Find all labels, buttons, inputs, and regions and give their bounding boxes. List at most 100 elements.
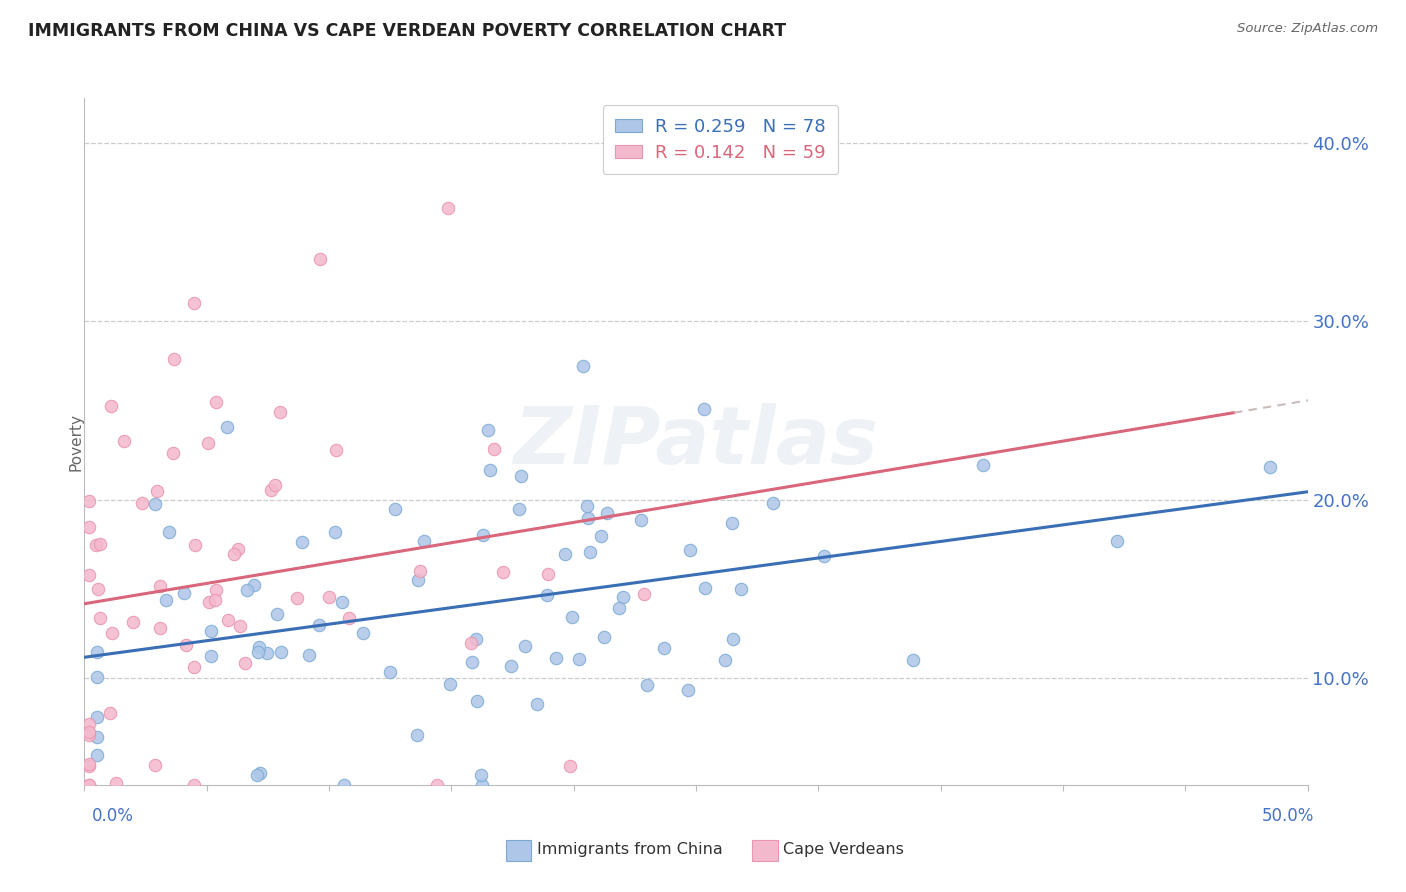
Point bbox=[247, 645, 270, 659]
Point bbox=[184, 538, 207, 552]
Point bbox=[406, 573, 429, 587]
Point bbox=[174, 638, 197, 652]
Point bbox=[337, 611, 360, 625]
Point bbox=[205, 395, 228, 409]
Point bbox=[217, 614, 239, 628]
Point bbox=[607, 600, 630, 615]
Point bbox=[236, 582, 259, 597]
Point bbox=[86, 709, 108, 723]
Point bbox=[325, 443, 347, 458]
Point bbox=[425, 778, 447, 792]
Point bbox=[901, 653, 924, 667]
Point bbox=[149, 579, 172, 593]
Point bbox=[536, 588, 558, 602]
Point bbox=[439, 676, 461, 690]
Point bbox=[100, 399, 122, 413]
Text: ZIPatlas: ZIPatlas bbox=[513, 402, 879, 481]
Point bbox=[86, 730, 108, 744]
Point bbox=[576, 499, 599, 513]
Point bbox=[471, 778, 494, 792]
Point bbox=[77, 567, 100, 582]
Legend: R = 0.259   N = 78, R = 0.142   N = 59: R = 0.259 N = 78, R = 0.142 N = 59 bbox=[603, 105, 838, 175]
Point bbox=[479, 463, 502, 477]
Point bbox=[269, 405, 291, 419]
Point bbox=[149, 621, 172, 635]
Point bbox=[501, 658, 523, 673]
Point bbox=[572, 359, 595, 373]
Point bbox=[492, 565, 515, 579]
Point bbox=[77, 520, 100, 534]
Point bbox=[197, 595, 219, 609]
Point bbox=[89, 537, 111, 551]
Point bbox=[333, 778, 356, 792]
Point bbox=[243, 578, 266, 592]
Point bbox=[464, 632, 486, 647]
Point bbox=[285, 591, 308, 605]
Point bbox=[229, 619, 252, 633]
Point bbox=[226, 541, 249, 556]
Point bbox=[84, 538, 107, 552]
Point bbox=[89, 611, 111, 625]
Point bbox=[720, 516, 742, 531]
Point bbox=[558, 759, 581, 773]
Text: Cape Verdeans: Cape Verdeans bbox=[783, 842, 904, 856]
Point bbox=[77, 759, 100, 773]
Point bbox=[630, 513, 652, 527]
Point bbox=[98, 706, 121, 720]
Point bbox=[86, 747, 108, 762]
Point bbox=[554, 547, 576, 561]
Text: Immigrants from China: Immigrants from China bbox=[537, 842, 723, 856]
Point bbox=[205, 583, 228, 598]
Point bbox=[589, 529, 612, 543]
Point bbox=[461, 655, 484, 669]
Point bbox=[612, 590, 634, 604]
Point bbox=[762, 496, 785, 510]
Point bbox=[77, 724, 100, 739]
Point bbox=[155, 592, 177, 607]
Point bbox=[679, 542, 702, 557]
Point bbox=[247, 640, 270, 655]
Point bbox=[197, 435, 219, 450]
Point bbox=[470, 768, 492, 782]
Point bbox=[325, 525, 347, 540]
Point bbox=[77, 756, 100, 771]
Point bbox=[77, 728, 100, 742]
Point bbox=[460, 636, 482, 650]
Text: IMMIGRANTS FROM CHINA VS CAPE VERDEAN POVERTY CORRELATION CHART: IMMIGRANTS FROM CHINA VS CAPE VERDEAN PO… bbox=[28, 22, 786, 40]
Point bbox=[513, 639, 536, 653]
Point bbox=[266, 607, 288, 621]
Point bbox=[813, 549, 835, 564]
Point bbox=[1105, 533, 1128, 548]
Point bbox=[546, 650, 568, 665]
Point bbox=[568, 651, 591, 665]
Point bbox=[77, 493, 100, 508]
Point bbox=[222, 548, 245, 562]
Point bbox=[233, 657, 256, 671]
Point bbox=[183, 660, 205, 674]
Point bbox=[472, 528, 495, 542]
Point bbox=[259, 483, 281, 498]
Point bbox=[477, 423, 499, 437]
Point bbox=[676, 683, 699, 698]
Point bbox=[200, 624, 222, 638]
Point bbox=[633, 587, 655, 601]
Point bbox=[77, 778, 100, 792]
Point bbox=[264, 477, 287, 491]
Point bbox=[131, 496, 153, 510]
Point bbox=[122, 615, 145, 629]
Point bbox=[692, 402, 714, 417]
Point bbox=[298, 648, 321, 662]
Point bbox=[270, 645, 292, 659]
Point bbox=[308, 252, 330, 266]
Point bbox=[104, 776, 127, 790]
Point bbox=[173, 586, 195, 600]
Point bbox=[318, 590, 340, 604]
Point bbox=[87, 582, 110, 596]
Point bbox=[384, 502, 406, 516]
Point bbox=[308, 618, 330, 632]
Point bbox=[86, 670, 108, 684]
Text: 0.0%: 0.0% bbox=[91, 807, 134, 825]
Point bbox=[406, 728, 429, 742]
Point bbox=[183, 778, 205, 792]
Point bbox=[246, 768, 269, 782]
